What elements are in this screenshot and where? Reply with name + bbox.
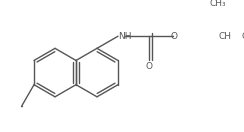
Text: CH₃: CH₃ xyxy=(241,32,244,41)
Text: O: O xyxy=(146,62,153,71)
Text: CH: CH xyxy=(218,32,231,41)
Text: NH: NH xyxy=(119,32,132,41)
Text: CH₃: CH₃ xyxy=(210,0,226,8)
Text: O: O xyxy=(170,32,177,41)
